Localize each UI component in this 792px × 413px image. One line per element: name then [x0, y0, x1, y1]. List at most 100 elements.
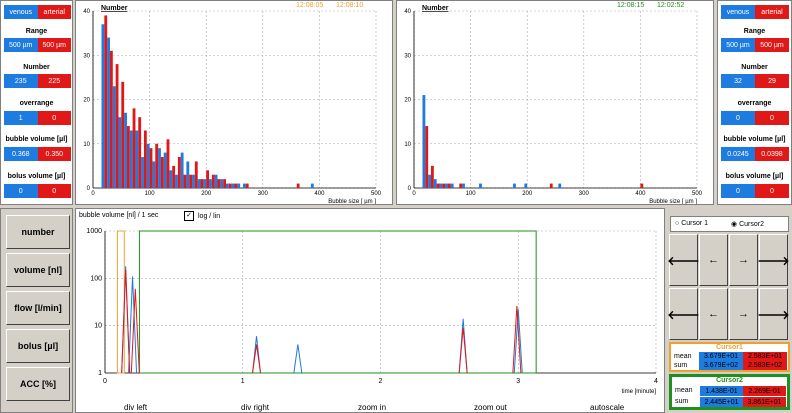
cursor1-radio[interactable]: ○ Cursor 1 — [675, 220, 709, 227]
histogram-bar-venous — [242, 183, 246, 188]
bolus-button[interactable]: bolus [µl] — [6, 329, 70, 363]
histogram-bar-venous — [146, 143, 150, 188]
volume-spike-arterial — [512, 305, 522, 374]
left-legend: venous arterial — [4, 5, 71, 19]
histogram-bar-arterial — [223, 179, 227, 188]
y-tick-label: 30 — [404, 53, 411, 59]
histogram-bar-arterial — [447, 183, 451, 188]
acc-button[interactable]: ACC [%] — [6, 367, 70, 401]
y-tick-label: 40 — [83, 9, 90, 15]
autoscale-button[interactable]: autoscale — [590, 403, 625, 412]
overrange-label: overrange — [737, 100, 772, 107]
histogram-bar-arterial — [430, 165, 434, 188]
x-tick-label: 500 — [692, 191, 703, 197]
cursor2-fast-left-button[interactable]: 🡐 — [667, 288, 700, 340]
number-arterial: 225 — [37, 74, 71, 88]
x-tick-label: 300 — [579, 191, 590, 197]
log-lin-toggle[interactable]: ✓ log / lin — [184, 211, 220, 221]
histogram-bar-venous — [209, 179, 212, 188]
volume-spike-arterial — [252, 344, 262, 374]
bolus-volume-label: bolus volume [µl] — [725, 173, 784, 180]
zoom-in-button[interactable]: zoom in — [358, 403, 387, 412]
flow-button[interactable]: flow [l/min] — [6, 291, 70, 325]
histogram-bar-arterial — [425, 126, 429, 188]
histogram-panel-right: 0 100 200 300 400 500 0 10 20 30 40 Number Bubble si… — [396, 0, 714, 205]
y-tick-label: 10 — [83, 142, 90, 148]
histogram-bar-venous — [186, 161, 190, 188]
x-tick-label: 400 — [635, 191, 646, 197]
histogram-bar-venous — [214, 174, 218, 188]
number-venous: 32 — [721, 74, 755, 88]
number-label: Number — [741, 64, 768, 71]
cursor1-right-button[interactable]: → — [729, 234, 758, 286]
cursor2-left-button[interactable]: ← — [699, 288, 728, 340]
bolus-volume-values: 0 0 — [4, 184, 71, 198]
histogram-bar-venous — [524, 183, 528, 188]
overrange-arterial: 0 — [755, 111, 789, 125]
div-left-button[interactable]: div left — [124, 403, 148, 412]
histogram-bar-arterial — [206, 170, 210, 188]
histogram-bar-venous — [175, 174, 178, 188]
histogram-bar-venous — [118, 117, 122, 188]
histogram-bar-arterial — [436, 183, 440, 188]
bolus-volume-arterial: 0 — [37, 184, 71, 198]
histogram-bar-venous — [450, 183, 454, 188]
cursor2-right-button[interactable]: → — [729, 288, 758, 340]
cursor1-left-button[interactable]: ← — [699, 234, 728, 286]
cursor2-fast-right-button[interactable]: 🡒 — [757, 288, 790, 340]
legend-venous: venous — [4, 5, 38, 19]
number-button[interactable]: number — [6, 215, 70, 249]
y-tick-label: 40 — [404, 9, 411, 15]
log-lin-checkbox[interactable]: ✓ — [184, 211, 194, 221]
cursor1-fast-right-button[interactable]: 🡒 — [757, 234, 790, 286]
cursor2-sum-label: sum — [675, 398, 689, 405]
cursor1-mean-venous: 3.679E+01 — [699, 352, 743, 361]
div-right-button[interactable]: div right — [241, 403, 270, 412]
x-tick-label: 0 — [103, 378, 107, 385]
cursor2-sum-venous: 2.445E+01 — [700, 397, 743, 407]
zoom-out-button[interactable]: zoom out — [474, 403, 507, 412]
histogram-bar-venous — [112, 86, 116, 188]
y-tick-label: 0 — [87, 186, 91, 192]
histogram-bar-venous — [163, 152, 167, 188]
histogram-bar-venous — [310, 183, 314, 188]
histogram-bar-venous — [180, 152, 184, 188]
histogram-bar-arterial — [126, 126, 130, 188]
y-tick-label: 30 — [83, 53, 90, 59]
histogram-bar-arterial — [143, 130, 147, 188]
histogram-bar-venous — [558, 183, 562, 188]
histogram-bar-arterial — [200, 179, 204, 188]
histogram-bar-arterial — [442, 183, 446, 188]
histogram-bar-venous — [439, 183, 443, 188]
cursor2-sum-values: 2.445E+01 3.861E+01 — [700, 397, 786, 407]
cursor1-stats-box: Cursor1 mean 3.679E+01 2.583E+01 sum 3.6… — [669, 342, 790, 372]
bubble-volume-arterial: 0.0398 — [755, 147, 789, 161]
histogram-bar-arterial — [234, 183, 238, 188]
histogram-bar-arterial — [177, 157, 181, 188]
histogram-bar-arterial — [104, 15, 108, 188]
bolus-volume-values: 0 0 — [721, 184, 789, 198]
histogram-bar-venous — [462, 183, 465, 188]
y-tick-label: 0 — [408, 186, 412, 192]
range-label: Range — [25, 28, 48, 35]
cursor1-fast-left-button[interactable]: 🡐 — [667, 234, 700, 286]
range-venous: 500 µm — [4, 38, 38, 52]
cursor1-sum-values: 3.679E+02 2.583E+02 — [699, 361, 787, 370]
cursor2-radio[interactable]: ◉ Cursor2 — [731, 221, 764, 228]
volume-spike-arterial — [121, 269, 131, 374]
histogram-bar-arterial — [132, 108, 136, 188]
volume-spike-venous — [513, 309, 523, 374]
histogram-bar-arterial — [228, 183, 232, 188]
histogram-bar-venous — [422, 95, 426, 188]
y-tick-label: 10 — [94, 323, 102, 330]
histogram-bar-venous — [226, 183, 229, 188]
bubble-volume-venous: 0.368 — [4, 147, 38, 161]
volume-button[interactable]: volume [nl] — [6, 253, 70, 287]
cursor2-mean-arterial: 2.269E-01 — [743, 386, 786, 396]
x-axis-label: Bubble size [ µm ] — [328, 199, 376, 204]
cursor2-radio-label: Cursor2 — [739, 221, 764, 228]
x-tick-label: 2 — [379, 378, 383, 385]
histogram-bar-venous — [237, 183, 241, 188]
histogram-bar-venous — [428, 174, 431, 188]
